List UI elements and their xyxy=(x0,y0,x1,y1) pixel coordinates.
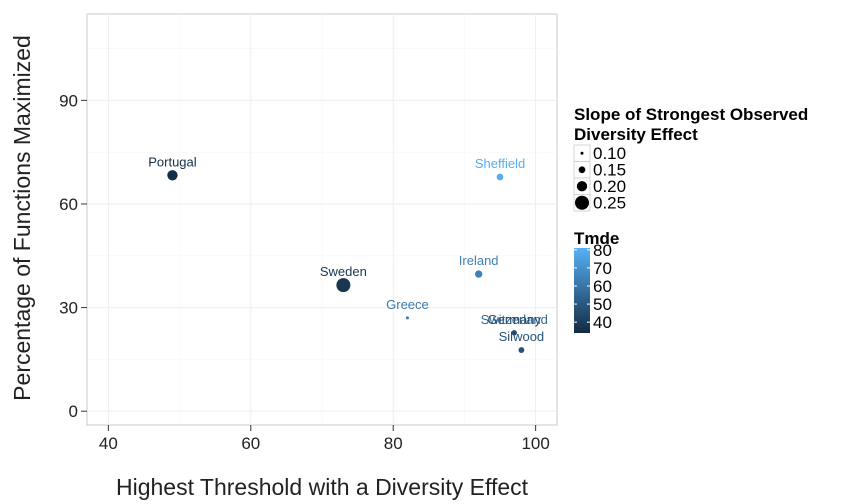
color-legend-label: 70 xyxy=(593,259,612,278)
color-legend-label: 80 xyxy=(593,241,612,260)
x-tick-label: 100 xyxy=(521,434,549,453)
size-legend-dot xyxy=(580,151,584,155)
size-legend-label: 0.20 xyxy=(593,177,626,196)
x-tick-label: 80 xyxy=(384,434,403,453)
y-tick-label: 0 xyxy=(69,402,78,421)
point-label: Portugal xyxy=(148,154,197,169)
size-legend-label: 0.10 xyxy=(593,144,626,163)
x-axis-title: Highest Threshold with a Diversity Effec… xyxy=(116,474,529,500)
point-label: Sheffield xyxy=(475,156,525,171)
color-legend-label: 50 xyxy=(593,295,612,314)
data-point xyxy=(518,347,525,354)
x-tick-label: 60 xyxy=(241,434,260,453)
data-point xyxy=(511,330,517,336)
point-label: Germany xyxy=(488,312,542,327)
color-legend-label: 40 xyxy=(593,313,612,332)
y-tick-label: 30 xyxy=(59,299,78,318)
color-legend-bar xyxy=(574,248,590,333)
point-label: Sweden xyxy=(320,264,367,279)
y-tick-label: 60 xyxy=(59,195,78,214)
point-label: Greece xyxy=(386,297,429,312)
point-label: Switzerland xyxy=(481,312,548,327)
data-point xyxy=(474,270,483,278)
y-tick-label: 90 xyxy=(59,91,78,110)
color-legend-label: 60 xyxy=(593,277,612,296)
size-legend-label: 0.25 xyxy=(593,194,626,213)
data-point xyxy=(167,170,178,181)
data-point xyxy=(405,316,409,320)
size-legend-dot xyxy=(576,181,588,192)
size-legend-dot xyxy=(578,166,586,174)
x-tick-label: 40 xyxy=(99,434,118,453)
color-legend-title: Tmde xyxy=(574,229,619,248)
size-legend-label: 0.15 xyxy=(593,161,626,180)
point-label: Silwood xyxy=(499,329,545,344)
data-point xyxy=(496,173,504,181)
y-axis-title: Percentage of Functions Maximized xyxy=(9,35,35,401)
size-legend-title: Slope of Strongest Observed xyxy=(574,105,808,124)
data-point xyxy=(336,278,351,293)
size-legend-dot xyxy=(575,195,589,210)
point-label: Ireland xyxy=(459,253,499,268)
size-legend-title: Diversity Effect xyxy=(574,125,698,144)
